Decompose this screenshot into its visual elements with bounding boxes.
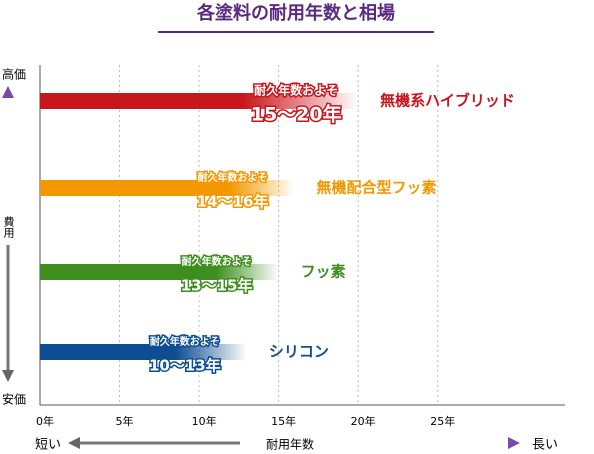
bar-name: 無機配合型フッ素 bbox=[317, 179, 437, 197]
x-tick-label: 0年 bbox=[36, 414, 54, 428]
x-tick-label: 25年 bbox=[430, 414, 455, 428]
y-top-label: 高価 bbox=[2, 67, 26, 82]
bar-name: 無機系ハイブリッド bbox=[380, 92, 515, 110]
x-tick-label: 10年 bbox=[192, 414, 217, 428]
x-right-label: 長い bbox=[532, 438, 558, 451]
x-tick-label: 15年 bbox=[271, 414, 296, 428]
range-label: 14〜16年 bbox=[197, 193, 269, 211]
y-arrow-head bbox=[2, 370, 14, 382]
range-label: 15〜20年 bbox=[251, 103, 342, 126]
bar bbox=[40, 93, 359, 109]
x-tick-label: 5年 bbox=[116, 414, 134, 428]
x-arrow-head bbox=[508, 437, 520, 449]
x-left-label: 短い bbox=[35, 438, 61, 451]
range-label: 10〜13年 bbox=[149, 357, 221, 375]
bar-name: フッ素 bbox=[301, 263, 346, 281]
x-arrow-head bbox=[68, 437, 80, 449]
y-axis-label: 費用 bbox=[2, 215, 15, 239]
bar bbox=[40, 264, 279, 280]
range-label: 13〜15年 bbox=[181, 277, 253, 295]
y-arrow-head bbox=[2, 86, 14, 98]
annotation: 耐久年数およそ bbox=[182, 255, 252, 268]
bar bbox=[40, 180, 295, 196]
x-tick-label: 20年 bbox=[351, 414, 376, 428]
bar bbox=[40, 344, 247, 360]
annotation: 耐久年数およそ bbox=[198, 171, 268, 184]
annotation: 耐久年数およそ bbox=[150, 335, 220, 348]
y-bottom-label: 安価 bbox=[2, 392, 26, 407]
annotation: 耐久年数およそ bbox=[254, 83, 338, 98]
bar-name: シリコン bbox=[269, 343, 329, 361]
x-axis-label: 耐用年数 bbox=[266, 437, 314, 451]
chart-title: 各塗料の耐用年数と相場 bbox=[196, 2, 395, 24]
